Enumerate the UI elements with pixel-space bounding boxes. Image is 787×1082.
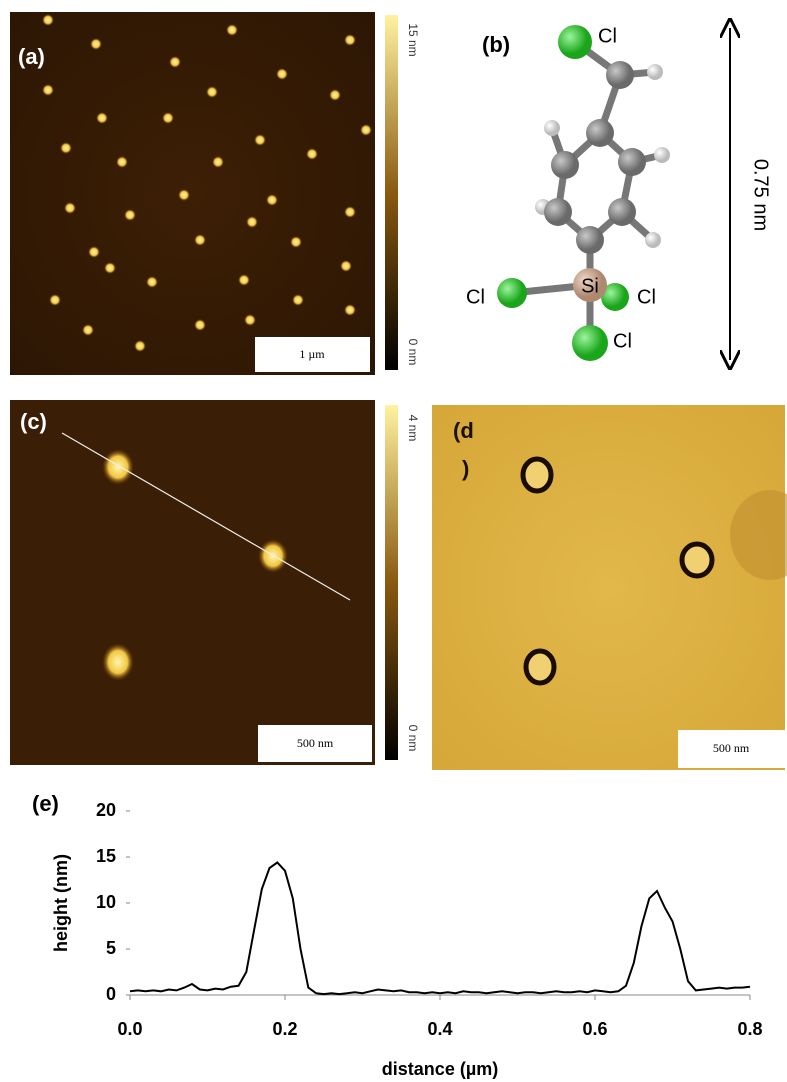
scale-bar: 1 µm — [299, 347, 325, 361]
particle — [194, 234, 206, 246]
panel-d: 500 nm (d ) — [432, 405, 787, 770]
particle — [306, 148, 318, 160]
particle — [116, 156, 128, 168]
atom-label: Cl — [613, 330, 632, 352]
atom-label: Si — [581, 275, 599, 297]
panel-label: (d — [453, 418, 474, 443]
particle — [246, 216, 258, 228]
particle — [134, 340, 146, 352]
x-tick-label: 0.6 — [582, 1019, 607, 1039]
particle — [124, 209, 136, 221]
x-tick-label: 0.0 — [117, 1019, 142, 1039]
particle — [266, 194, 278, 206]
x-tick-label: 0.2 — [272, 1019, 297, 1039]
panel-b: (b) Cl Cl Cl Cl Si 0.75 nm — [466, 25, 772, 361]
particle — [360, 124, 372, 136]
particle — [292, 294, 304, 306]
particle — [206, 86, 218, 98]
particle — [178, 189, 190, 201]
particle — [169, 56, 181, 68]
panel-label: (a) — [18, 44, 45, 69]
particle — [244, 314, 256, 326]
y-tick-label: 20 — [96, 800, 116, 820]
colorbar-min: 0 nm — [406, 725, 420, 752]
particle — [344, 34, 356, 46]
particle — [226, 24, 238, 36]
particle — [344, 206, 356, 218]
particle — [146, 276, 158, 288]
particle — [276, 68, 288, 80]
y-tick-label: 5 — [106, 938, 116, 958]
particle — [88, 246, 100, 258]
particle — [49, 294, 61, 306]
figure: 15 nm 0 nm 1 µm (a) (b) Cl Cl Cl Cl Si 0… — [0, 0, 787, 1082]
panel-a: 15 nm 0 nm 1 µm (a) — [10, 12, 420, 375]
dimension-label: 0.75 nm — [750, 159, 772, 231]
y-axis-label: height (nm) — [51, 854, 71, 952]
y-tick-label: 15 — [96, 846, 116, 866]
colorbar-max: 15 nm — [406, 23, 420, 56]
particle — [290, 236, 302, 248]
afm-image — [10, 12, 375, 375]
panel-e: (e) distance (µm) height (nm) 0 5 10 15 20 0.… — [32, 791, 763, 1079]
x-tick-label: 0.4 — [427, 1019, 452, 1039]
particle — [162, 112, 174, 124]
particle — [64, 202, 76, 214]
particle — [194, 319, 206, 331]
particle — [212, 156, 224, 168]
particle — [238, 274, 250, 286]
particle — [90, 38, 102, 50]
y-tick-label: 10 — [96, 892, 116, 912]
panel-label: (b) — [482, 32, 510, 57]
particle — [104, 262, 116, 274]
particle — [42, 14, 54, 26]
colorbar-min: 0 nm — [406, 339, 420, 366]
particle — [82, 324, 94, 336]
atom-label: Cl — [598, 25, 617, 47]
panel-label: (c) — [20, 409, 47, 434]
particle — [96, 112, 108, 124]
atom-label: Cl — [637, 286, 656, 308]
panel-c: 4 nm 0 nm 500 nm (c) — [10, 400, 420, 765]
y-tick-label: 0 — [106, 984, 116, 1004]
panel-label: (e) — [32, 791, 59, 816]
particle — [42, 84, 54, 96]
x-axis-label: distance (µm) — [382, 1059, 498, 1079]
colorbar — [385, 405, 398, 760]
particle — [340, 260, 352, 272]
particle — [254, 134, 266, 146]
particle — [344, 304, 356, 316]
colorbar-max: 4 nm — [406, 415, 420, 442]
particle — [60, 142, 72, 154]
x-tick-label: 0.8 — [737, 1019, 762, 1039]
atom-label: Cl — [466, 286, 485, 308]
colorbar — [385, 15, 398, 370]
afm-image — [432, 405, 785, 770]
scale-bar: 500 nm — [297, 736, 334, 750]
particle — [329, 89, 341, 101]
profile-line — [130, 863, 750, 995]
scale-bar: 500 nm — [713, 741, 750, 755]
panel-label: ) — [462, 456, 469, 481]
